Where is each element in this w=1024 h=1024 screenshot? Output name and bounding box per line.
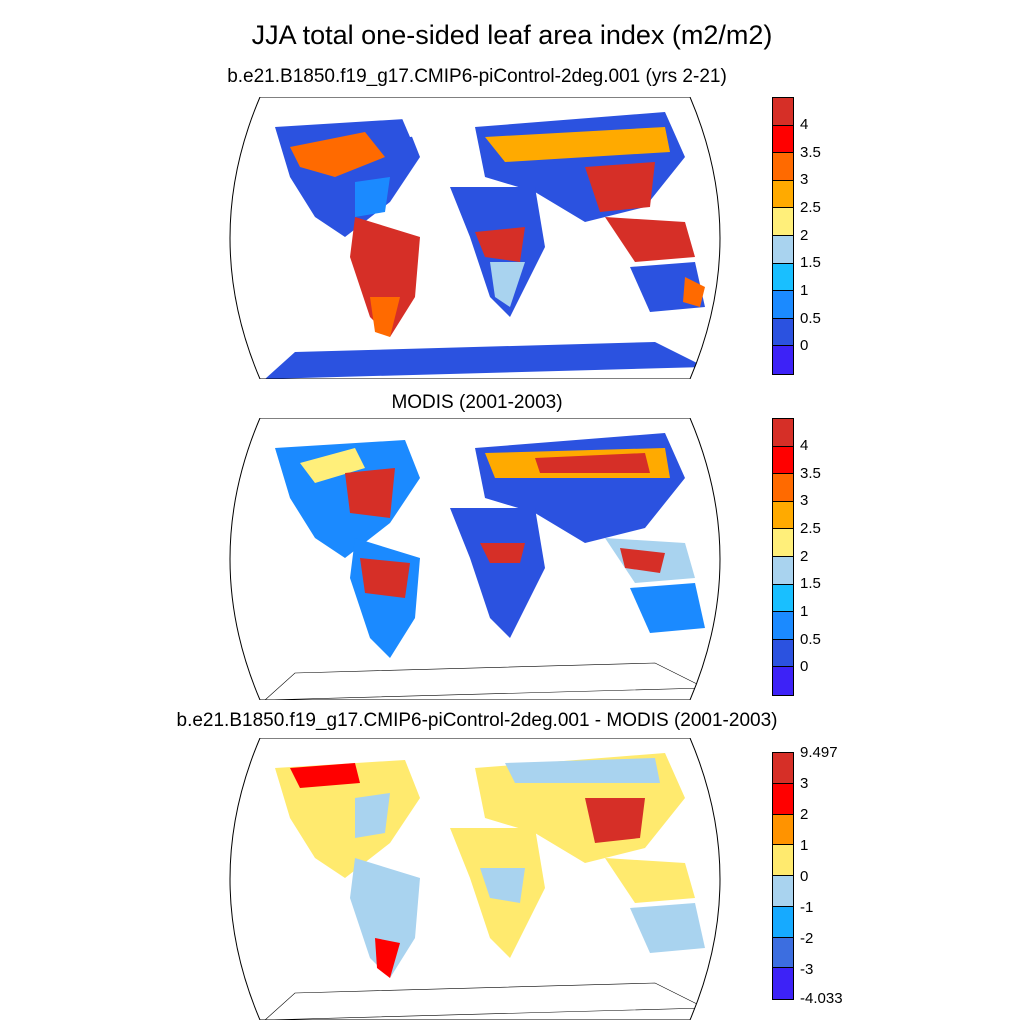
region-se-asia bbox=[605, 858, 695, 903]
colorbar-label: 3 bbox=[800, 775, 809, 792]
colorbar-segment bbox=[773, 556, 793, 585]
region-australia bbox=[630, 583, 705, 633]
colorbar-segment bbox=[773, 474, 793, 502]
colorbar-label: 9.497 bbox=[800, 744, 838, 761]
region-south-america bbox=[350, 858, 420, 978]
colorbar-segment bbox=[773, 845, 793, 876]
colorbar-segment bbox=[773, 968, 793, 999]
region-greenland bbox=[395, 102, 450, 137]
colorbar-label: 1 bbox=[800, 837, 809, 854]
region-africa bbox=[450, 508, 545, 638]
colorbar-segment bbox=[773, 318, 793, 347]
colorbar-label: -4.033 bbox=[800, 990, 843, 1007]
colorbar-label: 0 bbox=[800, 337, 809, 354]
region-australia-east bbox=[683, 277, 705, 307]
panel-title-diff: b.e21.B1850.f19_g17.CMIP6-piControl-2deg… bbox=[176, 710, 778, 731]
colorbar-segment bbox=[773, 783, 793, 815]
colorbar-label: 0.5 bbox=[800, 631, 821, 648]
colorbar-label: 0 bbox=[800, 658, 809, 675]
region-africa-tropics bbox=[480, 868, 525, 903]
map-obs bbox=[229, 418, 721, 700]
colorbar-segment bbox=[773, 753, 793, 784]
colorbar-segment bbox=[773, 419, 793, 447]
panel-title-model: b.e21.B1850.f19_g17.CMIP6-piControl-2deg… bbox=[227, 66, 727, 87]
colorbar-model bbox=[772, 97, 794, 375]
colorbar-label: 2.5 bbox=[800, 520, 821, 537]
colorbar-label: 2.5 bbox=[800, 199, 821, 216]
colorbar-segment bbox=[773, 291, 793, 319]
colorbar-segment bbox=[773, 180, 793, 209]
region-antarctica bbox=[265, 342, 705, 379]
colorbar-label: 3 bbox=[800, 171, 809, 188]
colorbar-label: 4 bbox=[800, 437, 809, 454]
colorbar-segment bbox=[773, 529, 793, 557]
colorbar-obs bbox=[772, 418, 794, 696]
region-south-america bbox=[350, 217, 420, 337]
panel-title-obs: MODIS (2001-2003) bbox=[391, 392, 563, 413]
colorbar-label: 0.5 bbox=[800, 310, 821, 327]
region-sa-south bbox=[375, 938, 400, 978]
region-na-east bbox=[355, 793, 390, 838]
colorbar-segment bbox=[773, 906, 793, 938]
region-se-asia bbox=[605, 217, 695, 262]
colorbar-label: 3 bbox=[800, 492, 809, 509]
colorbar-segment bbox=[773, 612, 793, 640]
colorbar-label: -2 bbox=[800, 930, 814, 947]
colorbar-diff bbox=[772, 752, 794, 1000]
colorbar-segment bbox=[773, 125, 793, 154]
region-sa-south bbox=[370, 297, 400, 337]
colorbar-segment bbox=[773, 876, 793, 907]
colorbar-label: 1.5 bbox=[800, 575, 821, 592]
colorbar-segment bbox=[773, 153, 793, 181]
colorbar-segment bbox=[773, 235, 793, 264]
colorbar-label: 0 bbox=[800, 868, 809, 885]
region-africa-tropics bbox=[475, 227, 525, 262]
region-na-boreal bbox=[300, 448, 365, 483]
colorbar-label: -3 bbox=[800, 961, 814, 978]
region-siberia bbox=[505, 758, 660, 783]
colorbar-segment bbox=[773, 208, 793, 236]
colorbar-label: 3.5 bbox=[800, 465, 821, 482]
figure-title: JJA total one-sided leaf area index (m2/… bbox=[251, 20, 773, 50]
colorbar-label: 1 bbox=[800, 282, 809, 299]
colorbar-label: 1 bbox=[800, 603, 809, 620]
colorbar-segment bbox=[773, 446, 793, 475]
map-diff bbox=[229, 738, 721, 1020]
region-na-east bbox=[345, 468, 395, 518]
map-model bbox=[229, 97, 721, 379]
colorbar-label: 3.5 bbox=[800, 144, 821, 161]
colorbar-segment bbox=[773, 346, 793, 374]
colorbar-segment bbox=[773, 639, 793, 668]
colorbar-label: 1.5 bbox=[800, 254, 821, 271]
region-africa-south bbox=[490, 262, 525, 307]
colorbar-segment bbox=[773, 263, 793, 292]
region-siberia bbox=[535, 453, 650, 473]
colorbar-segment bbox=[773, 501, 793, 530]
colorbar-label: 2 bbox=[800, 548, 809, 565]
region-eurasia-boreal bbox=[485, 127, 670, 162]
region-na-boreal bbox=[290, 763, 360, 788]
colorbar-segment bbox=[773, 814, 793, 846]
region-na-boreal bbox=[290, 132, 385, 177]
colorbar-segment bbox=[773, 584, 793, 613]
region-africa-tropics bbox=[480, 543, 525, 563]
region-australia bbox=[630, 903, 705, 953]
region-north-america bbox=[275, 760, 420, 878]
region-na-east bbox=[355, 177, 390, 217]
colorbar-label: 2 bbox=[800, 227, 809, 244]
region-indonesia bbox=[620, 548, 665, 573]
colorbar-segment bbox=[773, 667, 793, 695]
region-amazon bbox=[360, 558, 410, 598]
colorbar-label: 4 bbox=[800, 116, 809, 133]
colorbar-label: 2 bbox=[800, 806, 809, 823]
colorbar-segment bbox=[773, 937, 793, 969]
colorbar-label: -1 bbox=[800, 899, 814, 916]
region-china bbox=[585, 798, 645, 843]
colorbar-segment bbox=[773, 98, 793, 126]
region-east-asia bbox=[585, 162, 655, 212]
